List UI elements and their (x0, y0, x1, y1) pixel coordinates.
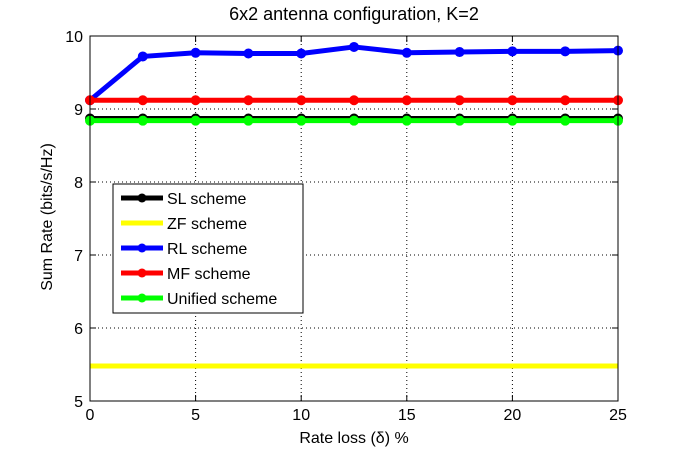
data-point-mf-scheme (190, 95, 201, 106)
chart-title: 6x2 antenna configuration, K=2 (229, 4, 479, 24)
x-tick-label: 20 (504, 407, 522, 424)
y-tick-label: 6 (74, 321, 83, 338)
legend-marker-mf-scheme (137, 268, 147, 278)
legend-label-mf-scheme: MF scheme (167, 266, 251, 283)
data-point-rl-scheme (454, 47, 465, 58)
data-point-unified-scheme (454, 115, 465, 126)
x-tick-label: 0 (86, 407, 95, 424)
data-point-unified-scheme (507, 115, 518, 126)
legend-label-rl-scheme: RL scheme (167, 241, 247, 258)
data-point-unified-scheme (401, 115, 412, 126)
data-point-unified-scheme (349, 115, 359, 126)
y-tick-label: 8 (74, 175, 83, 192)
data-point-rl-scheme (296, 48, 307, 59)
data-point-rl-scheme (401, 47, 412, 58)
data-point-rl-scheme (507, 46, 518, 57)
legend-label-unified-scheme: Unified scheme (167, 291, 277, 308)
data-point-mf-scheme (137, 95, 148, 106)
data-point-mf-scheme (401, 95, 412, 106)
legend-label-sl-scheme: SL scheme (167, 191, 247, 208)
legend-marker-sl-scheme (137, 193, 147, 203)
data-point-unified-scheme (243, 115, 254, 126)
data-point-rl-scheme (349, 41, 359, 52)
y-axis-label: Sum Rate (bits/s/Hz) (39, 143, 56, 291)
y-tick-label: 9 (74, 102, 83, 119)
x-axis-label: Rate loss (δ) % (299, 430, 408, 447)
legend: SL scheme ZF scheme RL scheme MF scheme Unif… (112, 183, 304, 314)
x-tick-label: 5 (191, 407, 200, 424)
y-tick-label: 7 (74, 248, 83, 265)
data-point-unified-scheme (137, 115, 148, 126)
data-point-mf-scheme (454, 95, 465, 106)
x-tick-label: 15 (398, 407, 416, 424)
data-point-unified-scheme (560, 115, 571, 126)
axes-frame (89, 35, 619, 402)
data-point-mf-scheme (560, 95, 571, 106)
data-point-rl-scheme (560, 46, 571, 57)
data-point-mf-scheme (349, 95, 359, 106)
legend-marker-unified-scheme (137, 293, 147, 303)
data-point-rl-scheme (190, 47, 201, 58)
x-tick-label: 25 (609, 407, 627, 424)
data-point-mf-scheme (296, 95, 307, 106)
x-tick-label: 10 (292, 407, 310, 424)
legend-label-zf-scheme: ZF scheme (167, 216, 247, 233)
y-tick-label: 5 (74, 394, 83, 411)
data-point-unified-scheme (296, 115, 307, 126)
data-point-rl-scheme (243, 48, 254, 59)
y-tick-label: 10 (65, 29, 83, 46)
data-point-mf-scheme (243, 95, 254, 106)
data-point-mf-scheme (507, 95, 518, 106)
legend-marker-rl-scheme (137, 243, 147, 253)
data-point-unified-scheme (190, 115, 201, 126)
data-point-rl-scheme (137, 51, 148, 62)
